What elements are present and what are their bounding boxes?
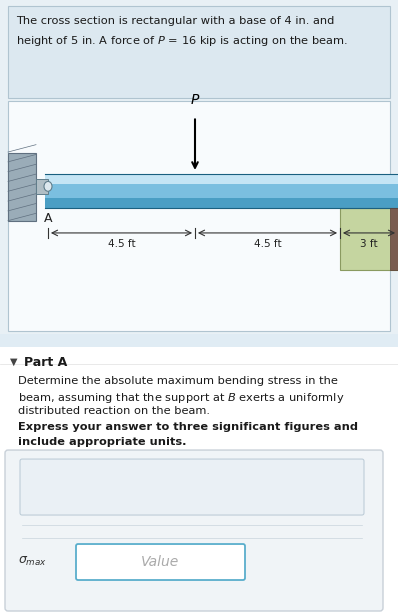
- Text: Express your answer to three significant figures and: Express your answer to three significant…: [18, 422, 358, 432]
- Text: beam, assuming that the support at $B$ exerts a uniformly: beam, assuming that the support at $B$ e…: [18, 391, 344, 405]
- Bar: [45, 174, 398, 184]
- Bar: [36, 179, 48, 194]
- Bar: [8, 101, 390, 331]
- FancyBboxPatch shape: [5, 450, 383, 611]
- Bar: [390, 208, 398, 270]
- Bar: [340, 208, 398, 270]
- Text: 4.5 ft: 4.5 ft: [108, 239, 135, 249]
- Text: The cross section is rectangular with a base of 4 in. and: The cross section is rectangular with a …: [16, 16, 334, 26]
- Text: height of 5 in. A force of $P$ = 16 kip is acting on the beam.: height of 5 in. A force of $P$ = 16 kip …: [16, 34, 348, 48]
- FancyBboxPatch shape: [20, 459, 364, 515]
- Text: Value: Value: [141, 555, 179, 569]
- Text: 3 ft: 3 ft: [360, 239, 378, 249]
- Text: A: A: [44, 212, 53, 225]
- Bar: [0, 334, 398, 347]
- Text: ▼: ▼: [10, 357, 18, 367]
- Text: $\sigma_{max}$: $\sigma_{max}$: [18, 555, 47, 568]
- FancyBboxPatch shape: [76, 544, 245, 580]
- Text: Determine the absolute maximum bending stress in the: Determine the absolute maximum bending s…: [18, 376, 338, 386]
- Text: 4.5 ft: 4.5 ft: [254, 239, 281, 249]
- Bar: [8, 153, 36, 221]
- Text: Part A: Part A: [24, 356, 67, 369]
- Bar: [45, 198, 398, 208]
- Text: distributed reaction on the beam.: distributed reaction on the beam.: [18, 406, 210, 416]
- Circle shape: [44, 181, 52, 191]
- Text: include appropriate units.: include appropriate units.: [18, 437, 187, 447]
- Bar: [8, 6, 390, 98]
- Bar: [45, 184, 398, 198]
- Text: P: P: [191, 93, 199, 107]
